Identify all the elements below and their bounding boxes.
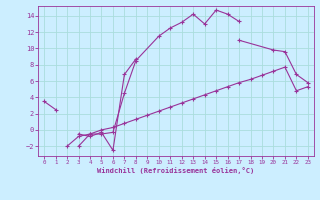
X-axis label: Windchill (Refroidissement éolien,°C): Windchill (Refroidissement éolien,°C) — [97, 167, 255, 174]
